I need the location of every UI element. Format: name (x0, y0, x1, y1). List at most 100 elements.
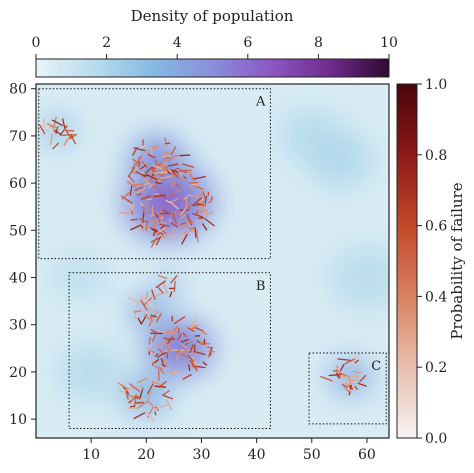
region-label: B (256, 279, 266, 294)
road-segment (117, 382, 129, 390)
road-segment (167, 336, 174, 345)
road-segment (191, 355, 198, 366)
road-segment (155, 404, 168, 410)
road-segment (39, 124, 46, 135)
road-segment (145, 291, 149, 300)
road-segment (172, 170, 182, 177)
road-segment (150, 237, 158, 248)
density-cluster-core (133, 384, 160, 407)
road-segment (160, 225, 165, 229)
road-segment (140, 299, 148, 311)
road-segment (170, 370, 173, 375)
road-segment (145, 201, 149, 212)
road-segment (140, 385, 144, 390)
road-segment (141, 194, 151, 200)
road-segment (130, 224, 143, 231)
road-segment (177, 168, 184, 178)
road-segment (201, 189, 208, 201)
road-segment (161, 233, 164, 238)
road-segment (137, 400, 149, 409)
road-segment (150, 314, 157, 318)
road-segment (192, 204, 200, 207)
road-segment (177, 151, 181, 159)
road-segment (43, 118, 46, 128)
right-colorbar-tick-label: 0.6 (425, 219, 447, 235)
road-segment (140, 294, 145, 304)
road-segment (208, 211, 214, 215)
road-segment (169, 192, 175, 198)
road-segment (158, 381, 167, 388)
road-segment (129, 185, 133, 197)
road-segment (179, 206, 188, 216)
road-segment (196, 230, 199, 243)
top-colorbar-label: Density of population (131, 7, 294, 25)
road-segment (146, 407, 154, 419)
road-segment (156, 227, 166, 234)
top-colorbar-tick-label: 4 (173, 35, 182, 51)
road-segment (140, 223, 146, 228)
plot-area (36, 84, 389, 438)
right-colorbar-tick-label: 0.2 (425, 360, 447, 376)
road-segment (184, 346, 189, 355)
road-segment (174, 211, 186, 217)
road-segment (128, 166, 136, 178)
road-segment (62, 118, 66, 128)
y-tick-label: 70 (9, 129, 27, 145)
road-segment (154, 411, 157, 416)
x-tick-label: 10 (82, 447, 100, 463)
road-segment (203, 208, 209, 218)
top-colorbar-tick-label: 10 (380, 35, 398, 51)
road-segment (192, 176, 206, 180)
road-segment (182, 332, 187, 338)
road-segment (151, 167, 156, 170)
road-segment (151, 228, 158, 232)
road-segment (150, 310, 157, 313)
road-segment (146, 347, 154, 356)
road-segment (130, 218, 138, 221)
road-segment (135, 170, 147, 178)
road-segment (189, 352, 197, 355)
top-colorbar (35, 58, 390, 78)
region-label: A (255, 95, 266, 110)
road-segment (158, 366, 164, 371)
road-segment (118, 211, 133, 215)
top-colorbar-ticks: 0 2 4 6 8 10 (32, 35, 398, 59)
road-segment (136, 193, 142, 196)
x-tick-label: 40 (248, 447, 266, 463)
road-segment (161, 390, 170, 396)
road-segment (129, 383, 141, 393)
road-segment (169, 227, 176, 238)
road-segment (168, 163, 179, 167)
road-segment (131, 161, 139, 169)
road-segment (133, 310, 142, 313)
road-segment (156, 218, 167, 225)
road-segment (150, 184, 161, 190)
density-patch (306, 131, 373, 188)
road-segment (154, 353, 159, 357)
road-segment (52, 142, 59, 150)
road-segment (118, 390, 126, 393)
plot-frame (35, 83, 390, 439)
road-segment (146, 198, 152, 201)
top-colorbar-tick-label: 2 (102, 35, 111, 51)
road-segment (189, 344, 194, 353)
road-segment (151, 289, 156, 300)
road-segment (189, 226, 196, 230)
road-segment (143, 297, 153, 306)
road-segment (139, 164, 147, 170)
road-segment (151, 331, 158, 342)
road-segment (194, 226, 197, 238)
road-segment (357, 382, 367, 387)
road-segment (202, 223, 208, 231)
road-segment (170, 275, 178, 284)
road-segment (121, 195, 133, 204)
road-segment (126, 181, 138, 189)
road-segment (143, 297, 154, 308)
road-segment (139, 218, 149, 223)
y-tick-label: 10 (9, 412, 27, 428)
road-segment (140, 145, 146, 148)
road-segment (173, 280, 176, 292)
road-segment (337, 358, 351, 361)
road-segment (51, 119, 64, 127)
